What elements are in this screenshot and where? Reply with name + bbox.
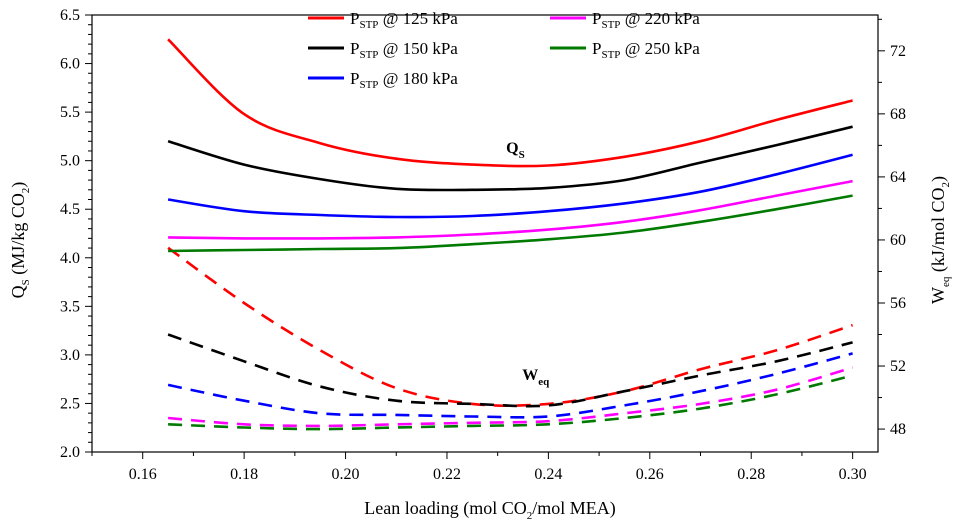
legend-label-2: PSTP @ 150 kPa bbox=[350, 39, 458, 61]
qs-line-series-5 bbox=[168, 194, 853, 253]
annotation-2: Weq bbox=[522, 367, 550, 388]
y-left-tick-label: 3.0 bbox=[60, 347, 80, 364]
y-right-tick-label: 56 bbox=[890, 295, 906, 312]
y-right-tick-label: 64 bbox=[890, 169, 906, 186]
y-right-tick-label: 72 bbox=[890, 43, 906, 60]
axis-ticks bbox=[85, 14, 885, 459]
y-right-tick-label: 48 bbox=[890, 421, 906, 438]
weq-line-series-2 bbox=[167, 333, 853, 408]
y-right-axis-title: Weq (kJ/mol CO2) bbox=[928, 176, 952, 304]
qs-line-series-3 bbox=[167, 153, 853, 219]
qs-line-series-1 bbox=[167, 38, 853, 168]
y-right-tick-label: 68 bbox=[890, 106, 906, 123]
y-left-axis-title: QS (MJ/kg CO2) bbox=[8, 182, 32, 299]
x-tick-label: 0.30 bbox=[839, 466, 867, 483]
y-left-tick-label: 5.0 bbox=[60, 153, 80, 170]
legend-label-4: PSTP @ 220 kPa bbox=[592, 9, 700, 31]
annotation-1: QS bbox=[506, 140, 525, 161]
y-left-tick-label: 3.5 bbox=[60, 298, 80, 315]
plot-frame bbox=[91, 14, 879, 453]
y-right-tick-label: 52 bbox=[890, 358, 906, 375]
tick-labels: 0.16 0.18 0.20 0.22 0.24 0.26 0.28 0.30 2.0 2.5 3.… bbox=[60, 7, 906, 483]
x-tick-label: 0.20 bbox=[332, 466, 360, 483]
qs-line-series-4 bbox=[168, 179, 853, 240]
y-left-tick-label: 4.5 bbox=[60, 201, 80, 218]
weq-line-series-5 bbox=[168, 374, 853, 431]
qs-line-series-2 bbox=[167, 125, 853, 192]
x-tick-label: 0.24 bbox=[534, 466, 562, 483]
y-left-tick-label: 5.5 bbox=[60, 104, 80, 121]
y-left-tick-label: 2.0 bbox=[60, 444, 80, 461]
legend-label-1: PSTP @ 125 kPa bbox=[350, 9, 458, 31]
y-right-tick-label: 60 bbox=[890, 232, 906, 249]
weq-line-series-1 bbox=[167, 246, 854, 407]
legend: PSTP @ 125 kPa PSTP @ 150 kPa PSTP @ 180 k… bbox=[308, 9, 700, 91]
y-left-tick-label: 6.5 bbox=[60, 7, 80, 24]
x-tick-label: 0.22 bbox=[433, 466, 461, 483]
weq-line-series-3 bbox=[167, 352, 853, 419]
annotations: QS Weq bbox=[506, 140, 550, 388]
series-layer bbox=[167, 38, 854, 431]
y-left-tick-label: 2.5 bbox=[60, 395, 80, 412]
plot-border bbox=[91, 14, 879, 453]
x-tick-label: 0.16 bbox=[129, 466, 157, 483]
x-tick-label: 0.26 bbox=[636, 466, 664, 483]
legend-label-5: PSTP @ 250 kPa bbox=[592, 39, 700, 61]
y-left-tick-label: 4.0 bbox=[60, 250, 80, 267]
x-tick-label: 0.18 bbox=[230, 466, 258, 483]
x-tick-label: 0.28 bbox=[737, 466, 765, 483]
legend-label-3: PSTP @ 180 kPa bbox=[350, 69, 458, 91]
x-axis-title: Lean loading (mol CO2/mol MEA) bbox=[364, 498, 615, 522]
y-left-tick-label: 6.0 bbox=[60, 56, 80, 73]
